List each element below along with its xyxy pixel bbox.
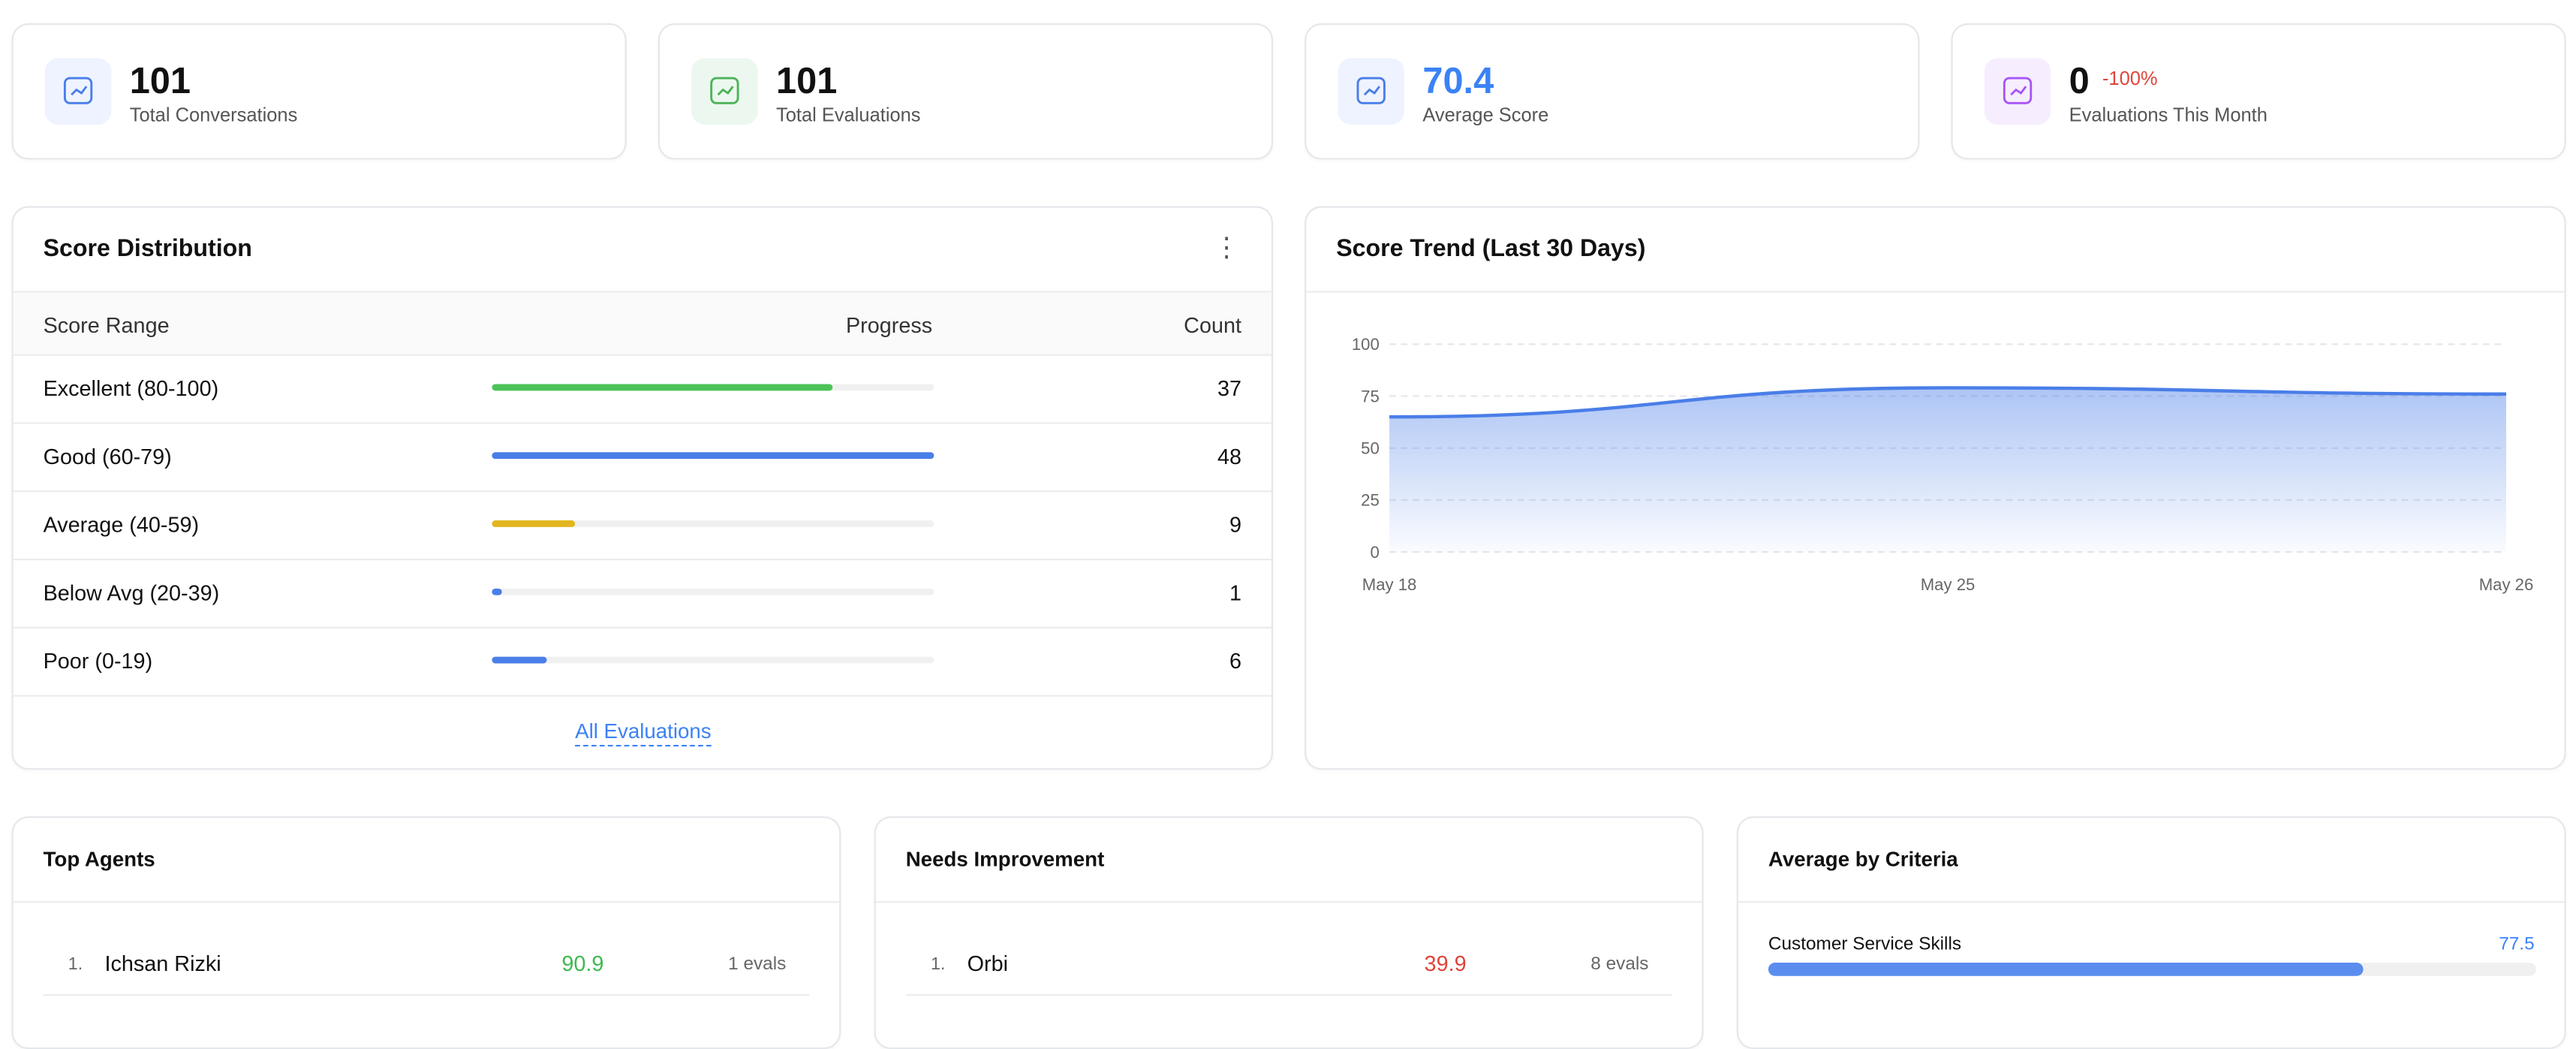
table-header xyxy=(13,292,1271,354)
trend-chart: 0 25 50 75 100 May 18 May 25 May 26 xyxy=(1352,335,2534,594)
eval-count: 1 evals xyxy=(728,954,787,975)
header-divider xyxy=(1738,901,2565,903)
agent-score: 90.9 xyxy=(561,951,604,976)
icon xyxy=(2003,77,2033,104)
rank: 1. xyxy=(930,954,946,975)
trend-line xyxy=(1389,386,2506,419)
progress-track xyxy=(492,656,934,664)
panel-title: Average by Criteria xyxy=(1768,848,1958,872)
header-divider xyxy=(13,901,840,903)
agent-name[interactable]: Orbi xyxy=(967,951,1009,976)
progress-bar xyxy=(492,520,575,527)
row-divider xyxy=(43,994,810,996)
stat-icon xyxy=(44,58,112,125)
panel-title: Top Agents xyxy=(43,848,155,872)
y-tick-label: 25 xyxy=(1361,491,1380,510)
row-divider xyxy=(13,422,1271,424)
column-header: Progress xyxy=(845,312,933,338)
stat-value: 0 xyxy=(2069,59,2090,102)
count: 6 xyxy=(1229,648,1241,674)
stat-label: Total Conversations xyxy=(129,106,298,127)
stat-label: Average Score xyxy=(1422,106,1549,127)
range-label: Good (60-79) xyxy=(43,444,172,469)
progress-bar xyxy=(492,588,501,595)
x-tick-label: May 26 xyxy=(2479,575,2534,594)
agent-name[interactable]: Ichsan Rizki xyxy=(104,951,221,976)
dashboard: 101 Total Conversations 101 Total Evaluatio… xyxy=(11,23,2566,1049)
row-divider xyxy=(13,626,1271,628)
stat-icon xyxy=(691,58,758,125)
row-divider xyxy=(905,994,1672,996)
rank: 1. xyxy=(68,954,83,975)
stat-card: 101 Total Evaluations xyxy=(658,23,1274,160)
icon xyxy=(1356,77,1386,104)
y-tick-label: 100 xyxy=(1352,335,1380,354)
range-label: Below Avg (20-39) xyxy=(43,580,220,605)
row-divider xyxy=(13,490,1271,493)
range-label: Poor (0-19) xyxy=(43,648,153,674)
stat-value: 101 xyxy=(776,59,838,102)
progress-bar xyxy=(492,384,833,391)
count: 1 xyxy=(1229,580,1241,605)
agent-score: 39.9 xyxy=(1424,951,1467,976)
progress-bar xyxy=(492,452,934,460)
stat-icon xyxy=(1338,58,1404,125)
y-tick-label: 50 xyxy=(1361,439,1380,457)
column-header: Score Range xyxy=(43,312,170,338)
row-divider xyxy=(13,558,1271,561)
trend-area xyxy=(1389,387,2506,553)
stat-change: -100% xyxy=(2102,69,2158,90)
top-agents-panel: Top Agents 1. Ichsan Rizki 90.9 1 evals xyxy=(11,816,841,1049)
distribution-panel: Score Distribution ⋮ Score Range Progres… xyxy=(11,206,1274,770)
stat-card: 70.4 Average Score xyxy=(1305,23,1920,160)
criteria-panel: Average by Criteria Customer Service Skil… xyxy=(1736,816,2566,1049)
header-divider xyxy=(875,901,1702,903)
stat-card: 101 Total Conversations xyxy=(11,23,627,160)
icon xyxy=(63,77,93,104)
y-tick-label: 0 xyxy=(1370,543,1379,562)
column-header: Count xyxy=(1184,312,1241,338)
panel-title: Score Distribution xyxy=(43,236,252,263)
criteria-label: Customer Service Skills xyxy=(1768,934,1962,954)
progress-track xyxy=(492,588,934,595)
row-divider xyxy=(13,695,1271,697)
menu-button[interactable]: ⋮ xyxy=(1213,234,1240,263)
progress-bar xyxy=(492,656,548,664)
all-evaluations-link[interactable]: All Evaluations xyxy=(575,720,712,747)
count: 48 xyxy=(1217,444,1241,469)
x-tick-label: May 25 xyxy=(1921,575,1976,594)
stat-label: Total Evaluations xyxy=(776,106,921,127)
range-label: Excellent (80-100) xyxy=(43,375,219,401)
criteria-value: 77.5 xyxy=(2499,934,2535,954)
range-label: Average (40-59) xyxy=(43,511,200,538)
needs-improvement-panel: Needs Improvement 1. Orbi 39.9 8 evals xyxy=(874,816,1704,1049)
panel-title: Needs Improvement xyxy=(905,848,1105,872)
icon xyxy=(710,77,739,104)
stat-label: Evaluations This Month xyxy=(2069,106,2268,127)
count: 37 xyxy=(1217,375,1241,401)
panel-title: Score Trend (Last 30 Days) xyxy=(1336,236,1646,263)
progress-track xyxy=(492,520,934,527)
criteria-bar xyxy=(1768,963,2364,976)
count: 9 xyxy=(1229,511,1241,538)
eval-count: 8 evals xyxy=(1590,954,1649,975)
stat-value: 70.4 xyxy=(1422,59,1494,102)
stat-card: 0 -100% Evaluations This Month xyxy=(1951,23,2566,160)
trend-panel: Score Trend (Last 30 Days) 0 25 50 75 100 May… xyxy=(1305,206,2566,770)
x-tick-label: May 18 xyxy=(1362,575,1417,594)
stat-value: 101 xyxy=(129,59,191,102)
y-tick-label: 75 xyxy=(1361,387,1380,405)
stat-icon xyxy=(1984,58,2051,125)
